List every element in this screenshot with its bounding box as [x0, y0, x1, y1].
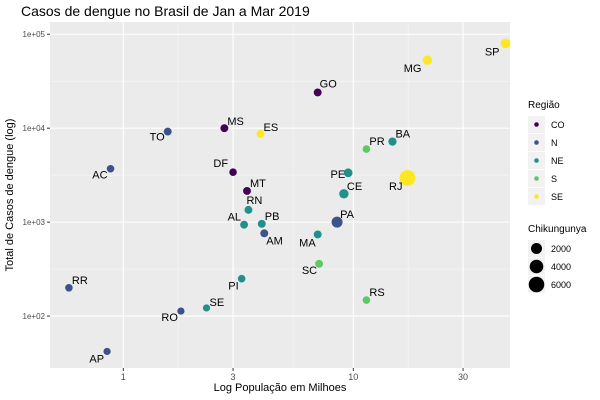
- point-se: [202, 304, 211, 312]
- x-axis-title: Log População em Milhoes: [214, 382, 347, 394]
- legend-label-n: N: [551, 138, 558, 148]
- y-tick-label: 1e+03: [23, 218, 46, 227]
- point-pa: [331, 216, 343, 228]
- point-labels: SP MG GO TO MS ES PR BA AC DF PE RJ MT CE RN PA AL PB AM MA…: [72, 46, 500, 365]
- point-sp: [500, 38, 511, 49]
- point-pb: [257, 219, 266, 228]
- point-ro: [177, 307, 185, 315]
- minor-gridlines: [50, 22, 510, 368]
- legend-key-se: [534, 194, 539, 199]
- point-label-pa: PA: [340, 209, 355, 221]
- x-tick-label: 1: [121, 372, 126, 382]
- point-label-ms: MS: [227, 116, 244, 128]
- point-label-ma: MA: [299, 237, 316, 249]
- point-label-sp: SP: [485, 46, 500, 58]
- point-label-rr: RR: [72, 275, 88, 287]
- point-label-rs: RS: [369, 287, 384, 299]
- size-key-4000: [529, 259, 544, 274]
- point-label-al: AL: [228, 212, 241, 224]
- x-tick-label: 30: [458, 372, 468, 382]
- point-label-pi: PI: [228, 281, 238, 293]
- point-label-pr: PR: [369, 136, 384, 148]
- data-points: [65, 38, 511, 356]
- point-label-to: TO: [150, 132, 166, 144]
- chikungunya-legend: Chikungunya 2000 4000 6000: [528, 224, 587, 293]
- legend-key-co: [534, 122, 539, 127]
- point-rs: [362, 296, 371, 304]
- point-to: [163, 127, 172, 136]
- point-label-pb: PB: [265, 211, 280, 223]
- legend-label-ne: NE: [551, 156, 564, 166]
- plot-panel: [50, 22, 510, 368]
- y-tick-label: 1e+05: [23, 30, 46, 39]
- point-ma: [313, 230, 322, 239]
- size-label-6000: 6000: [551, 280, 571, 290]
- point-label-mt: MT: [250, 178, 266, 190]
- point-label-rj: RJ: [389, 181, 402, 193]
- point-label-mg: MG: [404, 63, 422, 75]
- point-ac: [106, 164, 115, 173]
- legend-label-co: CO: [551, 120, 565, 130]
- point-rn: [244, 205, 253, 214]
- point-label-ba: BA: [395, 129, 410, 141]
- size-key-6000: [528, 276, 545, 293]
- point-pe: [343, 168, 353, 178]
- point-rj: [399, 169, 416, 186]
- point-label-am: AM: [266, 235, 283, 247]
- point-go: [313, 88, 322, 97]
- point-label-ro: RO: [161, 312, 178, 324]
- point-am: [260, 229, 269, 238]
- point-pi: [237, 274, 246, 283]
- point-mg: [422, 55, 433, 65]
- point-ba: [388, 137, 397, 146]
- point-label-pe: PE: [331, 169, 346, 181]
- region-legend: Região CO N NE S SE: [528, 100, 565, 205]
- y-axis: 1e+02 1e+03 1e+04 1e+05: [23, 30, 50, 321]
- legend-label-se: SE: [551, 192, 563, 202]
- x-axis: 1 3 10 30: [121, 368, 468, 382]
- legend-key-ne: [534, 158, 539, 163]
- point-label-go: GO: [320, 78, 338, 90]
- point-label-df: DF: [213, 158, 228, 170]
- legend-label-s: S: [551, 174, 557, 184]
- point-label-es: ES: [264, 122, 279, 134]
- point-label-ap: AP: [89, 353, 104, 365]
- y-tick-label: 1e+04: [23, 124, 46, 133]
- size-key-2000: [530, 242, 543, 255]
- point-sc: [315, 259, 324, 268]
- point-label-ce: CE: [347, 181, 362, 193]
- point-label-se: SE: [210, 297, 225, 309]
- size-label-4000: 4000: [551, 262, 571, 272]
- chikungunya-legend-title: Chikungunya: [528, 224, 587, 235]
- point-es: [256, 129, 265, 138]
- point-rr: [65, 283, 73, 292]
- point-label-rn: RN: [246, 195, 262, 207]
- major-gridlines: [50, 22, 510, 368]
- point-al: [240, 220, 249, 229]
- legend-key-s: [534, 176, 539, 181]
- y-tick-label: 1e+02: [23, 312, 46, 321]
- x-tick-label: 3: [231, 372, 236, 382]
- point-ms: [220, 124, 229, 133]
- point-df: [229, 168, 237, 176]
- legend-key-n: [534, 140, 539, 145]
- point-label-sc: SC: [302, 265, 317, 277]
- point-label-ac: AC: [92, 170, 107, 182]
- size-label-2000: 2000: [551, 244, 571, 254]
- point-mt: [243, 186, 251, 195]
- y-axis-title: Total de Casos de dengue (log): [4, 119, 16, 272]
- chart-title: Casos de dengue no Brasil de Jan a Mar 2…: [21, 3, 310, 19]
- point-pr: [362, 145, 371, 153]
- region-legend-title: Região: [528, 100, 560, 111]
- point-ce: [339, 189, 349, 199]
- point-ap: [103, 347, 111, 356]
- x-tick-label: 10: [348, 372, 358, 382]
